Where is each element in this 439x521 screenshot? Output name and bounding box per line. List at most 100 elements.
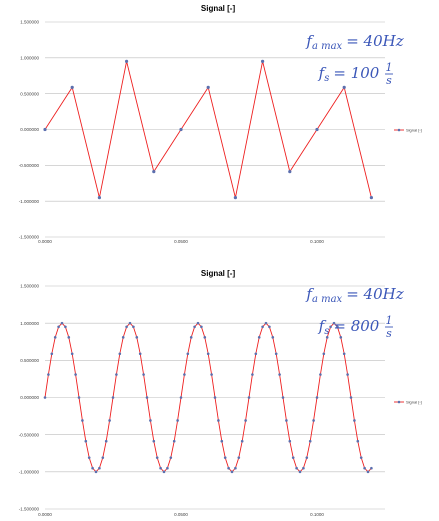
- data-point: [50, 352, 54, 356]
- data-point: [220, 439, 224, 443]
- fmax-formula: fa max = 40Hz: [305, 32, 403, 52]
- data-point: [94, 470, 98, 474]
- data-point: [305, 456, 309, 459]
- data-point: [87, 456, 91, 459]
- data-point: [169, 456, 173, 459]
- data-point: [312, 419, 315, 422]
- data-point: [159, 466, 162, 470]
- data-point: [145, 396, 149, 399]
- data-point: [70, 85, 74, 89]
- chart-title: Signal [-]: [201, 4, 236, 13]
- data-point: [149, 419, 152, 422]
- y-tick-label: 1.500000: [20, 20, 39, 25]
- data-point: [176, 419, 179, 422]
- data-point: [227, 466, 230, 470]
- legend-marker: [397, 128, 401, 132]
- data-point: [67, 336, 71, 339]
- data-point: [353, 419, 356, 422]
- fs-value: = 100: [333, 64, 379, 82]
- data-point: [203, 336, 207, 339]
- data-point: [240, 439, 244, 443]
- data-point: [308, 439, 312, 443]
- data-point: [291, 456, 295, 459]
- data-point: [64, 325, 67, 329]
- data-point: [332, 321, 336, 325]
- data-point: [244, 419, 247, 422]
- data-point: [98, 466, 101, 470]
- chart-title: Signal [-]: [201, 269, 236, 278]
- data-point: [278, 373, 281, 376]
- x-tick-label: 0.1000: [310, 512, 324, 517]
- legend: Signal [-]: [394, 127, 422, 132]
- legend: Signal [-]: [394, 399, 422, 404]
- x-tick-label: 0.0500: [174, 239, 188, 244]
- data-point: [60, 321, 64, 325]
- fs-formula: fs = 800: [318, 317, 380, 337]
- data-point: [125, 59, 129, 63]
- legend-label: Signal [-]: [406, 127, 422, 132]
- data-point: [322, 352, 326, 356]
- y-tick-label: 1.500000: [20, 284, 39, 289]
- fs-value: = 800: [333, 317, 379, 335]
- data-point: [302, 466, 305, 470]
- data-point: [336, 325, 339, 329]
- data-point: [247, 396, 251, 399]
- data-point: [223, 456, 227, 459]
- data-point: [142, 373, 145, 376]
- y-tick-label: -1.000000: [19, 469, 40, 474]
- data-point: [237, 456, 241, 459]
- data-point: [230, 470, 234, 474]
- x-tick-label: 0.0000: [38, 512, 52, 517]
- data-point: [288, 439, 292, 443]
- data-point: [356, 439, 360, 443]
- data-point: [213, 396, 217, 399]
- y-tick-label: 0.000000: [20, 395, 39, 400]
- data-point: [193, 325, 196, 329]
- data-point: [172, 439, 176, 443]
- x-tick-label: 0.0000: [38, 239, 52, 244]
- data-point: [43, 127, 47, 132]
- y-tick-label: 0.000000: [20, 127, 39, 132]
- y-tick-label: -0.500000: [19, 432, 40, 437]
- data-point: [138, 352, 142, 356]
- data-point: [132, 325, 135, 329]
- data-point: [271, 336, 275, 339]
- data-point: [261, 325, 264, 329]
- legend-marker: [397, 400, 401, 404]
- y-tick-label: -1.500000: [19, 235, 40, 240]
- data-point: [81, 419, 84, 422]
- data-point: [189, 336, 193, 339]
- data-point: [315, 127, 319, 132]
- fmax-subscript: a max: [312, 294, 343, 305]
- data-point: [342, 352, 346, 356]
- data-point: [210, 373, 213, 376]
- data-point: [257, 336, 261, 339]
- y-tick-label: 0.500000: [20, 91, 39, 96]
- chart-1: Signal [-] 1.500000 1.000000 0.500000 0.0000…: [19, 4, 422, 244]
- data-point: [53, 336, 57, 339]
- fmax-subscript: a max: [312, 41, 343, 52]
- data-point: [288, 170, 292, 174]
- fs-formula: fs = 100: [318, 64, 380, 84]
- data-point: [234, 466, 237, 470]
- data-point: [162, 470, 166, 474]
- data-point: [200, 325, 203, 329]
- data-point: [74, 373, 77, 376]
- data-point: [57, 325, 60, 329]
- fs-unit-denominator: s: [386, 74, 392, 87]
- fmax-value: = 40Hz: [346, 285, 404, 303]
- data-point: [196, 321, 200, 325]
- legend-label: Signal [-]: [406, 399, 422, 404]
- data-point: [325, 336, 329, 339]
- fs-subscript: s: [324, 73, 329, 84]
- data-point: [319, 373, 322, 376]
- data-point: [315, 396, 319, 399]
- data-point: [233, 196, 237, 200]
- data-point: [366, 470, 370, 474]
- fmax-symbol: f: [305, 285, 314, 303]
- data-point: [179, 127, 183, 132]
- data-point: [135, 336, 139, 339]
- data-point: [121, 336, 125, 339]
- data-point: [101, 456, 105, 459]
